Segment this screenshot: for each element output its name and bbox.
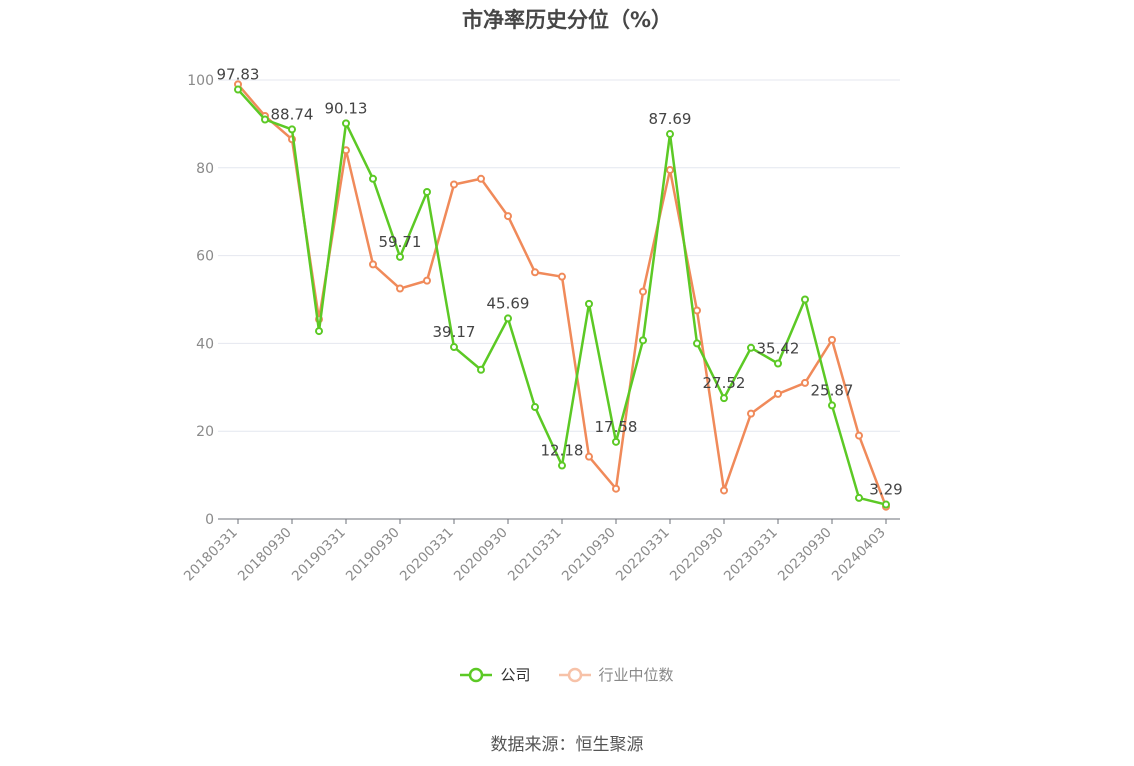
industry-point xyxy=(855,431,863,440)
data-label: 97.83 xyxy=(217,66,260,84)
series xyxy=(234,80,890,511)
company-point xyxy=(234,85,242,94)
company-point xyxy=(585,299,593,308)
industry-point xyxy=(666,165,674,174)
company-point xyxy=(801,295,809,304)
industry-point xyxy=(774,389,782,398)
x-tick-label: 20190930 xyxy=(343,525,403,585)
y-tick-label: 40 xyxy=(196,336,214,352)
company-point xyxy=(531,403,539,412)
legend-label-industry: 行业中位数 xyxy=(598,666,674,684)
company-point xyxy=(558,461,566,470)
company-point xyxy=(639,336,647,345)
chart-title: 市净率历史分位（%） xyxy=(461,8,673,32)
company-point xyxy=(666,130,674,139)
legend-company-marker-icon xyxy=(460,667,493,682)
company-point xyxy=(720,394,728,403)
industry-point xyxy=(828,335,836,344)
grid-lines xyxy=(218,79,900,432)
company-point xyxy=(693,339,701,348)
industry-point xyxy=(747,409,755,418)
company-point xyxy=(450,343,458,352)
company-point xyxy=(855,493,863,502)
data-label: 45.69 xyxy=(487,294,530,312)
industry-point xyxy=(531,268,539,277)
company-point xyxy=(423,187,431,196)
data-label: 90.13 xyxy=(325,99,368,117)
legend-label-company: 公司 xyxy=(500,666,531,684)
company-point xyxy=(396,252,404,261)
industry-point xyxy=(396,284,404,293)
legend: 公司 行业中位数 xyxy=(0,664,1134,685)
company-point xyxy=(828,401,836,410)
data-label: 12.18 xyxy=(541,442,584,460)
company-point xyxy=(774,359,782,368)
industry-point xyxy=(639,287,647,296)
company-point xyxy=(288,125,296,134)
x-tick-label: 20200930 xyxy=(451,525,511,585)
legend-item-company[interactable]: 公司 xyxy=(460,664,531,685)
data-label: 27.52 xyxy=(703,374,746,392)
data-label: 59.71 xyxy=(379,233,422,251)
industry-point xyxy=(801,378,809,387)
y-tick-label: 80 xyxy=(196,161,214,177)
x-tick-label: 20180930 xyxy=(235,525,295,585)
industry-point xyxy=(693,306,701,315)
industry-point xyxy=(423,276,431,285)
data-label: 88.74 xyxy=(271,105,314,123)
y-tick-label: 0 xyxy=(205,512,214,528)
x-tick-label: 20230331 xyxy=(721,525,781,585)
industry-point xyxy=(720,486,728,495)
industry-point xyxy=(450,180,458,189)
data-label: 3.29 xyxy=(869,481,902,499)
data-label: 25.87 xyxy=(811,381,854,399)
company-point xyxy=(315,327,323,336)
data-labels: 97.83 88.74 90.13 59.71 39.17 45.69 12.18 17.58… xyxy=(217,66,903,499)
source-note: 数据来源：恒生聚源 xyxy=(490,735,644,755)
x-tick-label: 20240403 xyxy=(829,525,889,585)
y-tick-label: 20 xyxy=(196,424,214,440)
company-point xyxy=(477,365,485,374)
company-point xyxy=(504,314,512,323)
company-point xyxy=(882,500,890,509)
x-tick-label: 20220930 xyxy=(667,525,727,585)
data-label: 35.42 xyxy=(757,340,800,358)
x-tick-label: 20210331 xyxy=(505,525,565,585)
industry-point xyxy=(369,260,377,269)
data-label: 87.69 xyxy=(649,110,692,128)
company-point xyxy=(342,119,350,128)
x-tick-label: 20230930 xyxy=(775,525,835,585)
industry-point xyxy=(585,452,593,461)
legend-item-industry[interactable]: 行业中位数 xyxy=(558,664,674,685)
legend-industry-marker-icon xyxy=(558,667,591,682)
company-point xyxy=(612,437,620,446)
x-tick-label: 20180331 xyxy=(181,525,241,585)
x-tick-label: 20200331 xyxy=(397,525,457,585)
company-point xyxy=(261,115,269,124)
x-tick-label: 20190331 xyxy=(289,525,349,585)
industry-point xyxy=(558,272,566,281)
company-point xyxy=(747,343,755,352)
y-tick-label: 100 xyxy=(187,73,214,89)
company-point xyxy=(369,174,377,183)
x-tick-label: 20220331 xyxy=(613,525,673,585)
line-chart: 0 20 40 60 80 100 2018033120180930201903312019… xyxy=(181,66,903,585)
industry-point xyxy=(504,212,512,221)
data-label: 17.58 xyxy=(595,418,638,436)
industry-point xyxy=(612,484,620,493)
x-tick-label: 20210930 xyxy=(559,525,619,585)
data-label: 39.17 xyxy=(433,323,476,341)
industry-point xyxy=(477,174,485,183)
y-tick-label: 60 xyxy=(196,249,214,265)
